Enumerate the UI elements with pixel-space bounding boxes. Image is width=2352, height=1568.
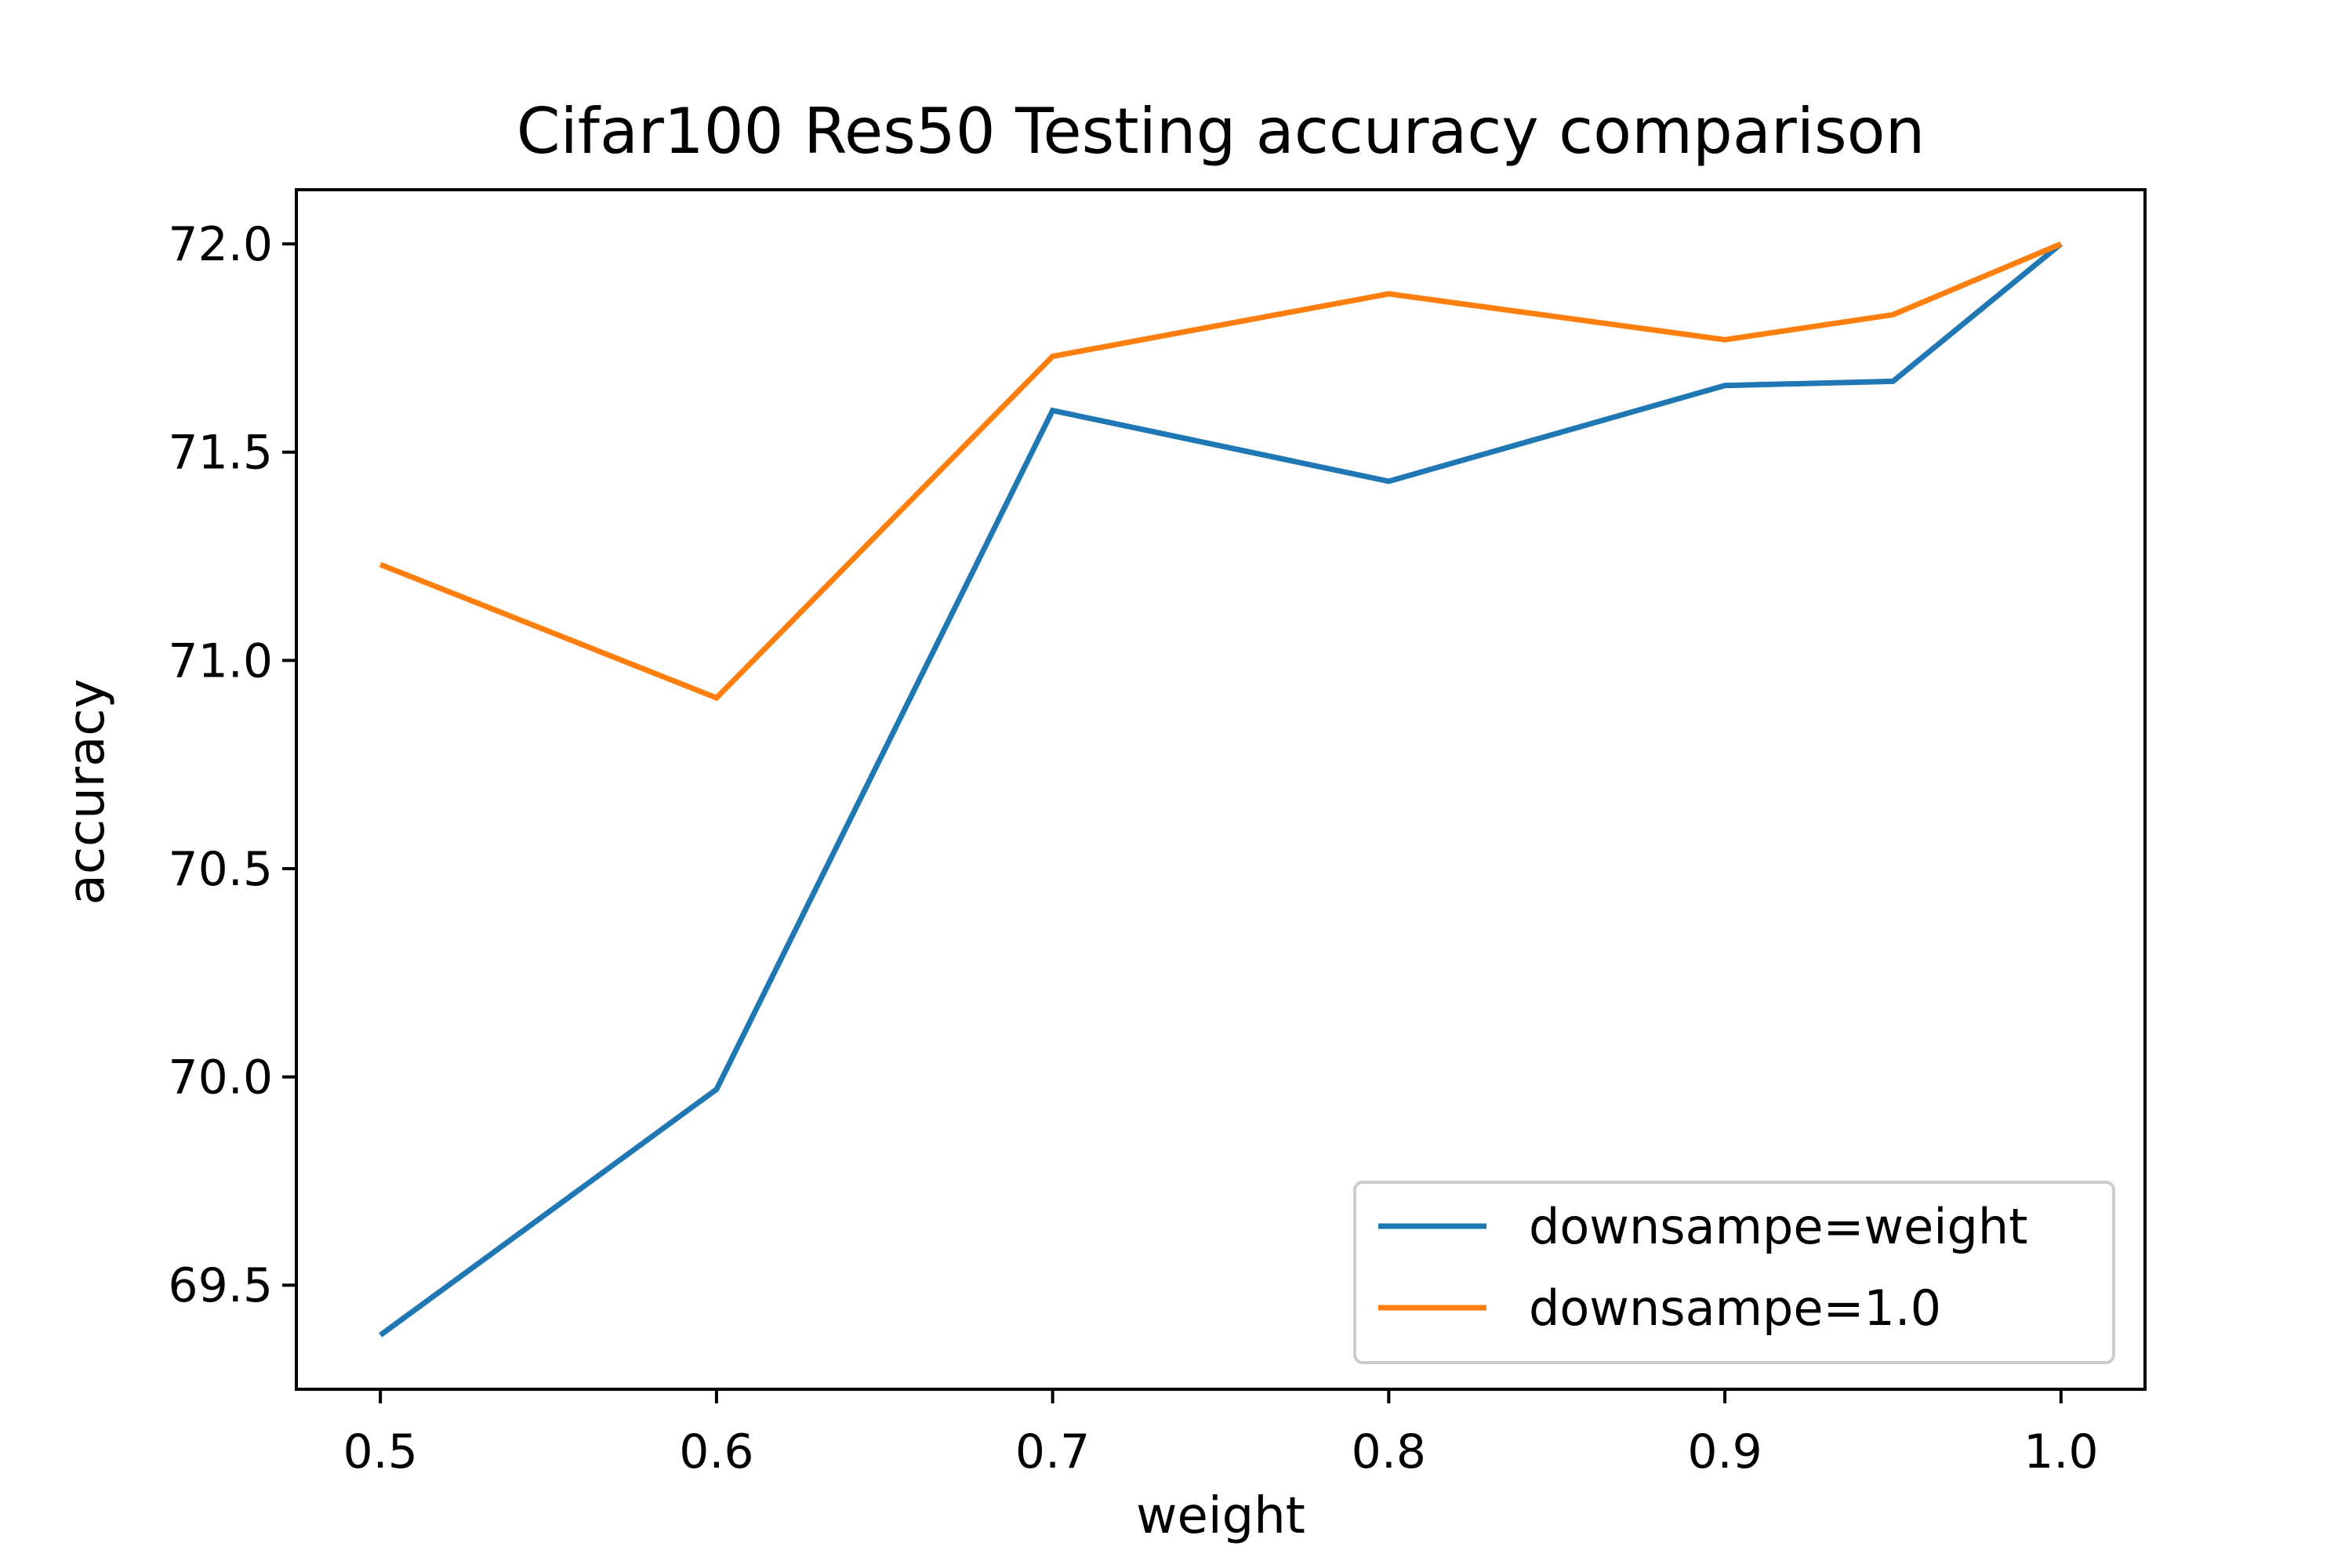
axis-ticks: 0.5 0.6 0.7 0.8 0.9 1.0 69.5 70.0 70.5 71.0 71.5 72…: [168, 217, 2098, 1479]
legend: downsampe=weight downsampe=1.0: [1353, 1181, 2115, 1364]
axes-frame: [295, 188, 2147, 1391]
x-tick-label: 0.7: [1015, 1425, 1090, 1479]
x-tick-label: 1.0: [2024, 1425, 2098, 1479]
y-axis-label: accuracy: [58, 679, 116, 906]
legend-entry-label: downsampe=1.0: [1529, 1279, 1941, 1337]
x-tick-label: 0.9: [1687, 1425, 1762, 1479]
chart-title: Cifar100 Res50 Testing accuracy comparis…: [517, 95, 1926, 168]
y-tick-label: 69.5: [168, 1258, 273, 1313]
y-tick-label: 70.0: [168, 1051, 273, 1105]
y-tick-label: 70.5: [168, 842, 273, 897]
series-line-downsampe-weight: [379, 241, 2063, 1338]
series-line-downsampe-1-0: [379, 241, 2063, 702]
plot-area: [295, 188, 2147, 1391]
y-tick-label: 71.0: [168, 633, 273, 688]
x-tick-label: 0.8: [1352, 1425, 1426, 1479]
x-axis-label: weight: [1136, 1487, 1305, 1545]
x-tick-label: 0.5: [343, 1425, 417, 1479]
y-tick-label: 71.5: [168, 426, 273, 481]
legend-box: [1353, 1181, 2115, 1364]
x-tick-label: 0.6: [679, 1425, 753, 1479]
legend-entry-label: downsampe=weight: [1529, 1198, 2027, 1255]
y-tick-label: 72.0: [168, 217, 273, 272]
